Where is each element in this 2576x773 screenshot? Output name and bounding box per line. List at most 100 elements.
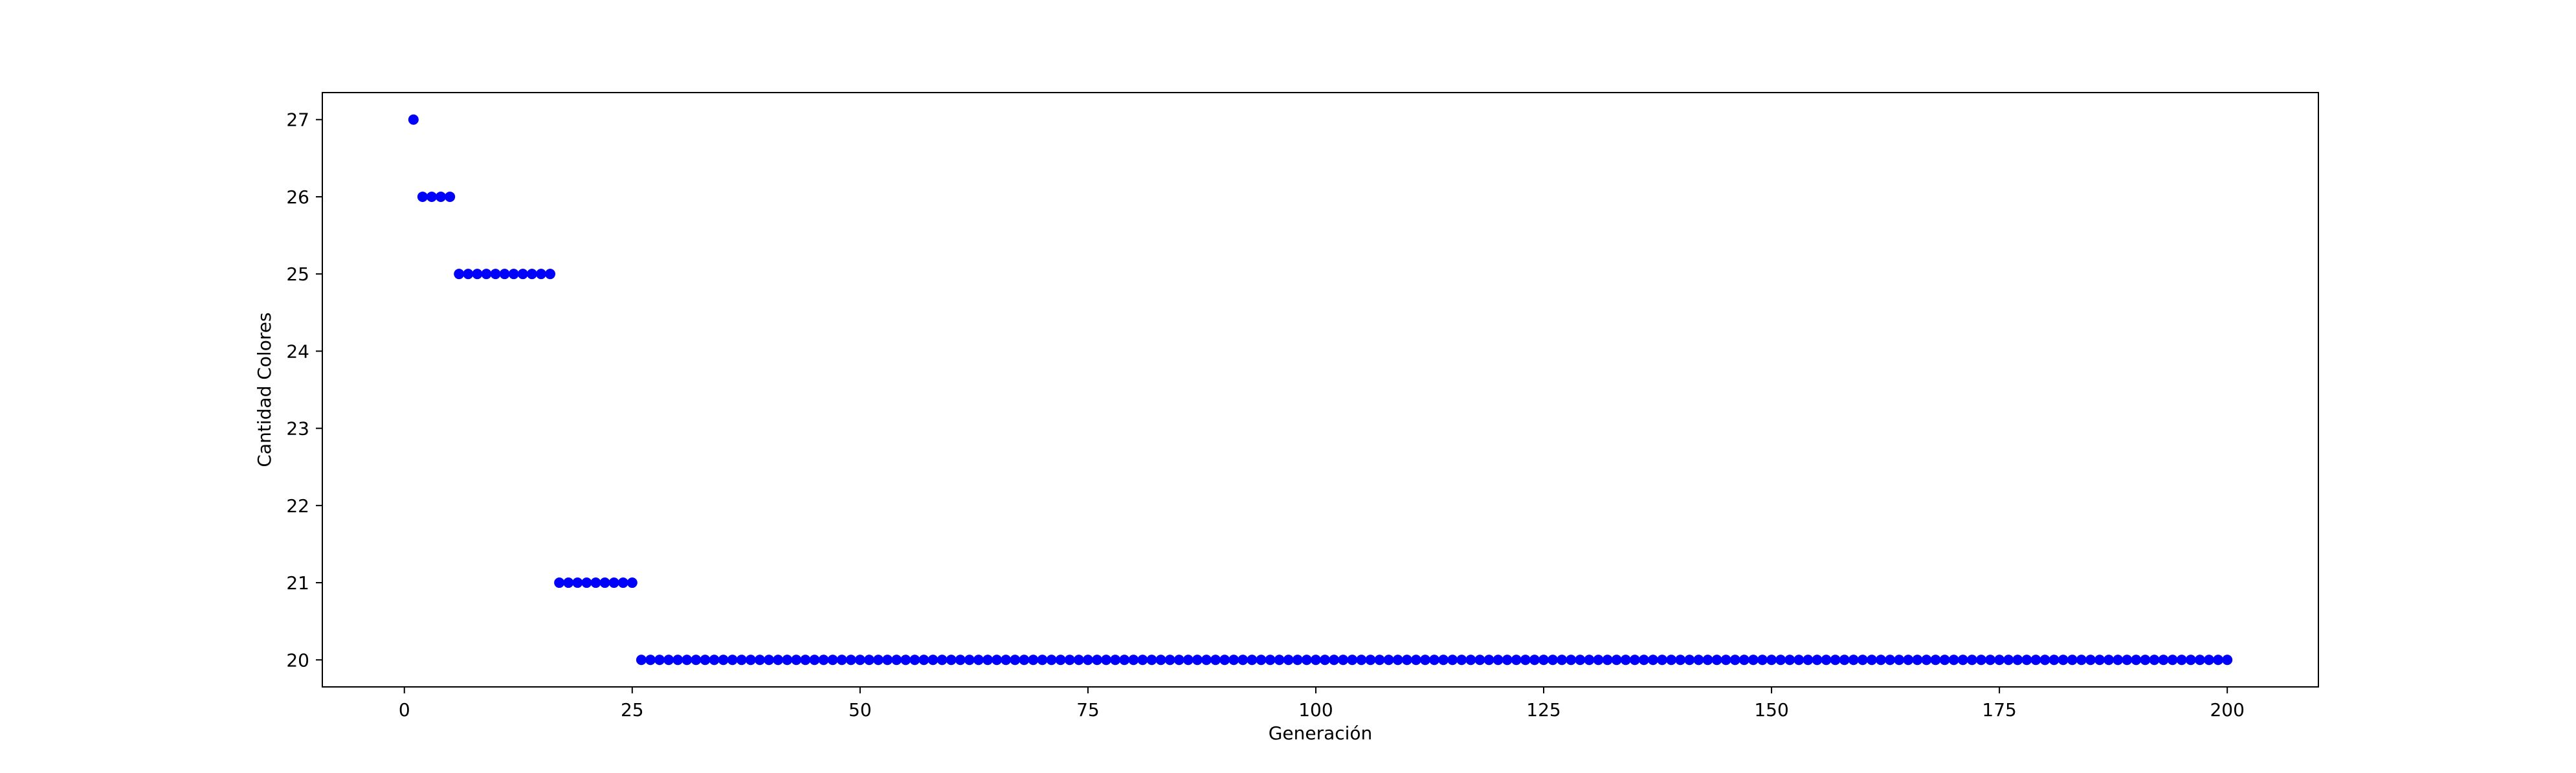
data-points (408, 114, 2233, 666)
data-point (1748, 655, 1759, 666)
data-point (1383, 655, 1394, 666)
data-point (2039, 655, 2050, 666)
data-point (1456, 655, 1467, 666)
data-point (818, 655, 829, 666)
data-point (1183, 655, 1194, 666)
data-point (1657, 655, 1668, 666)
data-point (873, 655, 884, 666)
data-point (1611, 655, 1622, 666)
data-point (1502, 655, 1513, 666)
data-point (1921, 655, 1932, 666)
data-point (927, 655, 938, 666)
plot-area-frame (322, 92, 2319, 688)
data-point (727, 655, 738, 666)
data-point (1173, 655, 1184, 666)
data-point (1483, 655, 1494, 666)
data-point (1629, 655, 1640, 666)
data-point (1729, 655, 1740, 666)
data-point (2213, 655, 2224, 666)
data-point (463, 269, 474, 280)
data-point (2204, 655, 2215, 666)
data-point (1985, 655, 1996, 666)
data-point (764, 655, 775, 666)
data-point (1876, 655, 1887, 666)
data-point (1228, 655, 1239, 666)
data-point (1566, 655, 1577, 666)
data-point (663, 655, 674, 666)
data-point (800, 655, 811, 666)
data-point (1912, 655, 1923, 666)
data-point (1347, 655, 1358, 666)
data-point (1784, 655, 1795, 666)
data-point (1474, 655, 1485, 666)
data-point (2122, 655, 2133, 666)
data-point (882, 655, 893, 666)
data-point (2176, 655, 2187, 666)
x-tick-label: 125 (1526, 699, 1560, 721)
y-tick-label: 22 (286, 495, 309, 517)
data-point (845, 655, 856, 666)
data-point (526, 269, 537, 280)
data-point (1110, 655, 1121, 666)
data-point (1885, 655, 1896, 666)
data-point (782, 655, 793, 666)
data-point (1192, 655, 1203, 666)
data-point (955, 655, 966, 666)
data-point (2158, 655, 2169, 666)
data-point (736, 655, 747, 666)
data-point (1702, 655, 1713, 666)
data-point (1966, 655, 1977, 666)
data-point (1073, 655, 1084, 666)
data-point (1812, 655, 1823, 666)
data-point (1329, 655, 1340, 666)
data-point (1957, 655, 1968, 666)
data-point (2185, 655, 2196, 666)
data-point (1283, 655, 1294, 666)
data-point (1028, 655, 1039, 666)
data-point (1684, 655, 1695, 666)
data-point (1055, 655, 1066, 666)
data-point (1238, 655, 1249, 666)
data-point (1210, 655, 1221, 666)
data-point (672, 655, 683, 666)
data-point (1037, 655, 1048, 666)
data-point (545, 269, 556, 280)
y-tick-label: 20 (286, 649, 309, 671)
data-point (1693, 655, 1704, 666)
data-point (1401, 655, 1412, 666)
data-point (2012, 655, 2023, 666)
y-tick-label: 21 (286, 572, 309, 594)
data-point (1584, 655, 1595, 666)
y-tick-label: 26 (286, 186, 309, 208)
y-axis-label: Cantidad Colores (254, 312, 275, 467)
y-tick-label: 24 (286, 341, 309, 362)
data-point (1338, 655, 1349, 666)
data-point (1948, 655, 1959, 666)
data-point (1638, 655, 1649, 666)
data-point (1310, 655, 1321, 666)
data-point (1866, 655, 1877, 666)
data-point (1675, 655, 1686, 666)
data-point (1620, 655, 1631, 666)
data-point (2058, 655, 2069, 666)
data-point (1119, 655, 1130, 666)
data-point (2131, 655, 2142, 666)
data-point (1493, 655, 1504, 666)
data-point (2049, 655, 2060, 666)
data-point (1793, 655, 1804, 666)
data-point (2104, 655, 2115, 666)
data-point (918, 655, 929, 666)
data-point (900, 655, 911, 666)
data-point (1374, 655, 1385, 666)
data-point (718, 655, 729, 666)
data-point (964, 655, 975, 666)
data-point (1219, 655, 1230, 666)
data-point (408, 114, 419, 125)
data-point (654, 655, 665, 666)
data-point (854, 655, 865, 666)
data-point (1001, 655, 1012, 666)
data-point (2140, 655, 2151, 666)
data-point (2021, 655, 2032, 666)
data-point (645, 655, 656, 666)
data-point (508, 269, 519, 280)
